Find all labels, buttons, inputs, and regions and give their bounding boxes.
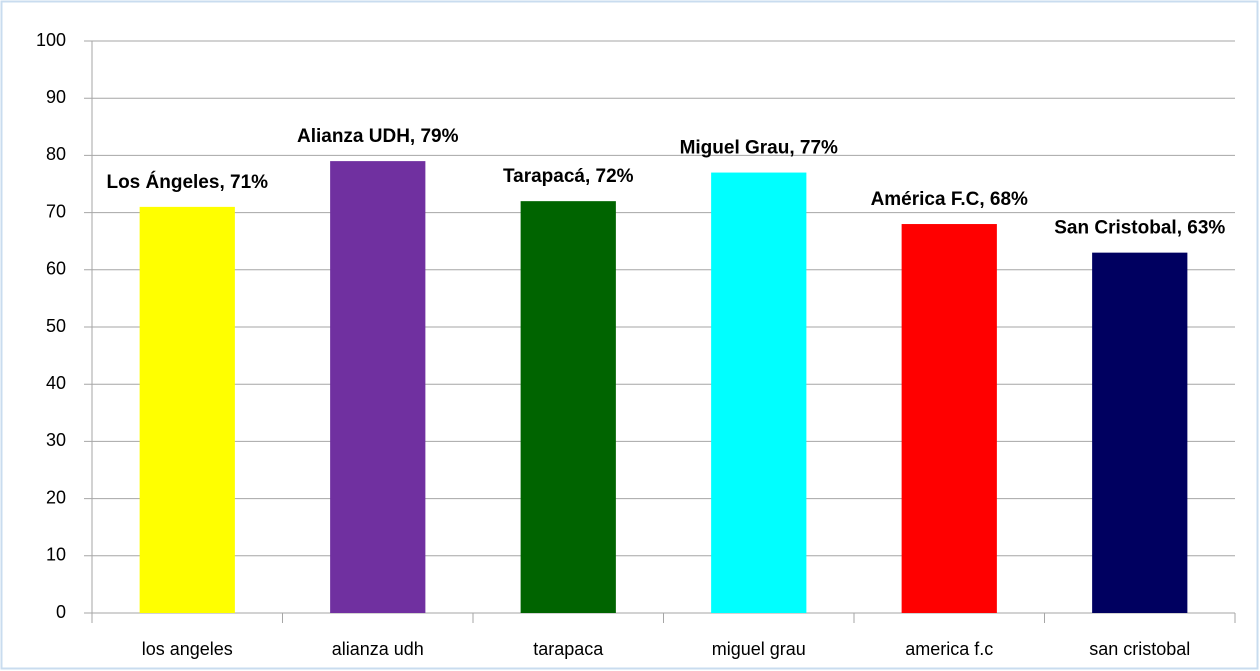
- bar: [139, 206, 235, 613]
- bar: [711, 172, 807, 613]
- y-tick-label: 60: [46, 259, 66, 279]
- y-tick-label: 80: [46, 144, 66, 164]
- data-label: Alianza UDH, 79%: [297, 126, 459, 147]
- x-tick-label: san cristobal: [1089, 639, 1190, 659]
- y-tick-label: 20: [46, 487, 66, 507]
- data-label: América F.C, 68%: [871, 189, 1028, 210]
- y-tick-label: 30: [46, 430, 66, 450]
- y-tick-label: 100: [36, 30, 66, 50]
- x-tick-label: los angeles: [142, 639, 233, 659]
- x-tick-label: tarapaca: [533, 639, 604, 659]
- y-tick-label: 10: [46, 545, 66, 565]
- bar: [1092, 252, 1188, 613]
- bar: [520, 201, 616, 613]
- bar: [901, 224, 997, 614]
- y-tick-label: 90: [46, 87, 66, 107]
- data-label: San Cristobal, 63%: [1054, 218, 1225, 239]
- y-tick-label: 0: [56, 602, 66, 622]
- data-label: Tarapacá, 72%: [503, 166, 634, 187]
- y-tick-label: 70: [46, 201, 66, 221]
- y-tick-label: 50: [46, 316, 66, 336]
- x-tick-label: miguel grau: [712, 639, 806, 659]
- data-label: Los Ángeles, 71%: [106, 171, 268, 193]
- y-tick-label: 40: [46, 373, 66, 393]
- bar: [330, 161, 426, 613]
- x-tick-label: america f.c: [905, 639, 993, 659]
- x-tick-label: alianza udh: [332, 639, 424, 659]
- data-label: Miguel Grau, 77%: [680, 138, 838, 159]
